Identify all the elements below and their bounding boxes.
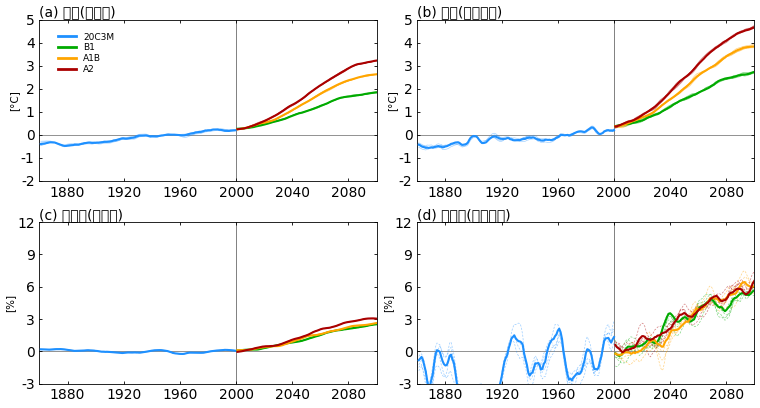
Y-axis label: [°C]: [°C]: [9, 90, 20, 111]
Legend: 20C3M, B1, A1B, A2: 20C3M, B1, A1B, A2: [54, 29, 118, 78]
Y-axis label: [%]: [%]: [5, 294, 15, 312]
Y-axis label: [°C]: [°C]: [388, 90, 397, 111]
Text: (b) 기온(동아시아): (b) 기온(동아시아): [417, 6, 502, 20]
Text: (a) 기온(전지구): (a) 기온(전지구): [40, 6, 116, 20]
Text: (d) 강수량(동아시아): (d) 강수량(동아시아): [417, 208, 511, 222]
Y-axis label: [%]: [%]: [384, 294, 394, 312]
Text: (c) 강수량(전지구): (c) 강수량(전지구): [40, 208, 123, 222]
